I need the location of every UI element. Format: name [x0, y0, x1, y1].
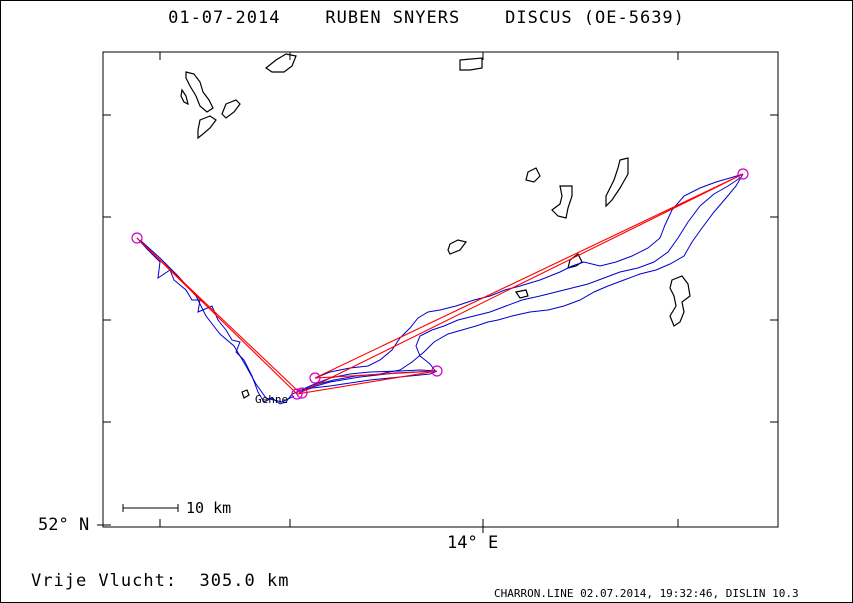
task-leg — [136, 173, 744, 395]
task-legs — [136, 173, 744, 395]
lake-outlines — [180, 53, 691, 399]
track-leg-1 — [136, 237, 298, 405]
track-leg-1b — [139, 239, 295, 403]
lake-outline — [515, 289, 529, 299]
footer-info: CHARRON.LINE 02.07.2014, 19:32:46, DISLI… — [494, 587, 799, 600]
distance-readout: Vrije Vlucht: 305.0 km — [31, 571, 289, 591]
lake-outline — [459, 57, 483, 71]
track-leg-4 — [303, 173, 744, 391]
axis-ticks — [97, 52, 778, 533]
map-title: 01-07-2014 RUBEN SNYERS DISCUS (OE-5639) — [168, 8, 685, 28]
lake-outline — [185, 71, 214, 113]
flight-track — [136, 173, 744, 405]
lake-outline — [180, 88, 189, 106]
distance-label: Vrije Vlucht: — [31, 571, 178, 591]
turnpoint-marker — [431, 365, 443, 377]
distance-value: 305.0 km — [199, 571, 290, 591]
plot-border — [102, 51, 779, 528]
lake-outline — [605, 157, 629, 208]
turnpoint-marker — [296, 387, 308, 399]
track-leg-3 — [314, 173, 744, 379]
lake-outline — [551, 185, 573, 219]
lake-outline — [264, 53, 297, 73]
turnpoint-marker — [291, 388, 303, 400]
lake-outline — [525, 167, 541, 183]
scale-bar — [122, 504, 179, 512]
turnpoint-marker — [737, 168, 749, 180]
longitude-label: 14° E — [447, 533, 499, 553]
scale-bar-label: 10 km — [186, 499, 231, 517]
lake-outline — [447, 239, 468, 255]
turnpoints — [131, 168, 749, 400]
lake-outline — [669, 275, 691, 327]
latitude-label: 52° N — [38, 515, 90, 535]
turnpoint-marker — [131, 232, 143, 244]
lake-outline — [197, 115, 217, 140]
track-leg-4b — [415, 177, 741, 373]
track-leg-2 — [296, 369, 438, 393]
lake-outline — [221, 99, 241, 119]
turnpoint-marker — [309, 372, 321, 384]
lake-outline — [241, 389, 250, 399]
place-label: Gehne — [255, 393, 288, 406]
